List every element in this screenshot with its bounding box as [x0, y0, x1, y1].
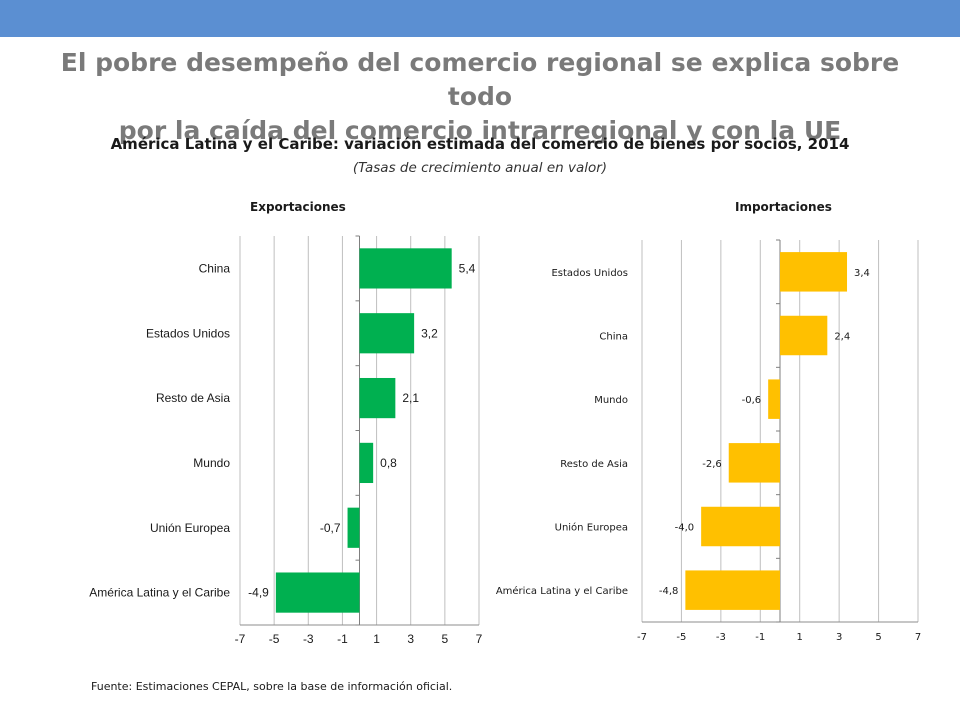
exp-tick-label: 3 — [407, 632, 414, 646]
imp-tick-label: -3 — [716, 632, 726, 643]
imp-tick-label: 1 — [797, 632, 803, 643]
exp-bar-2 — [359, 377, 396, 419]
imp-value-label: 3,4 — [854, 268, 870, 279]
exp-tick-label: -5 — [269, 632, 280, 646]
exp-bar-1 — [359, 313, 415, 354]
imp-value-label: -4,0 — [675, 523, 695, 534]
exp-tick-label: 1 — [373, 632, 380, 646]
imp-category-label: América Latina y el Caribe — [496, 585, 628, 597]
exp-tick-label: 7 — [476, 632, 483, 646]
imp-value-label: -2,6 — [702, 459, 722, 470]
exp-tick-label: -3 — [303, 632, 314, 646]
exp-value-label: 0,8 — [380, 456, 397, 470]
imp-tick-label: -1 — [755, 632, 765, 643]
source-label: Fuente: — [91, 680, 133, 693]
exp-bar-5 — [275, 572, 360, 613]
slide-title: El pobre desempeño del comercio regional… — [40, 46, 920, 148]
exp-value-label: -4,9 — [248, 586, 269, 600]
exp-category-label: Unión Europea — [150, 521, 230, 535]
exp-bar-4 — [347, 507, 360, 548]
imp-bar-3 — [728, 443, 780, 483]
imp-bar-1 — [780, 315, 828, 356]
exp-tick-label: -7 — [235, 632, 246, 646]
imp-tick-label: -7 — [637, 632, 647, 643]
imp-bar-4 — [701, 506, 780, 547]
exp-value-label: 5,4 — [459, 261, 476, 275]
imp-tick-label: 5 — [875, 632, 881, 643]
imp-bar-5 — [685, 570, 780, 610]
imp-value-label: -0,6 — [742, 395, 762, 406]
imp-tick-label: -5 — [676, 632, 686, 643]
imp-value-label: -4,8 — [659, 586, 679, 597]
slide-title-line-2: por la caída del comercio intrarregional… — [118, 116, 842, 145]
source-text: Estimaciones CEPAL, sobre la base de inf… — [135, 680, 453, 693]
exp-tick-label: 5 — [442, 632, 449, 646]
imp-category-label: Resto de Asia — [560, 459, 628, 470]
exp-bar-0 — [359, 248, 452, 289]
exp-category-label: China — [199, 261, 231, 275]
exp-bar-3 — [359, 442, 374, 484]
imports-panel-title: Importaciones — [735, 200, 832, 214]
chart-subtitle: América Latina y el Caribe: variación es… — [110, 135, 850, 153]
exp-category-label: Mundo — [193, 456, 230, 470]
exports-panel-title: Exportaciones — [250, 200, 346, 214]
imp-bar-0 — [780, 252, 848, 292]
imp-tick-label: 3 — [836, 632, 842, 643]
exp-value-label: 2,1 — [402, 391, 419, 405]
exp-value-label: 3,2 — [421, 326, 438, 340]
exp-category-label: Estados Unidos — [146, 326, 230, 340]
imp-category-label: China — [599, 332, 628, 343]
imp-category-label: Estados Unidos — [551, 268, 628, 279]
slide-title-line-1: El pobre desempeño del comercio regional… — [60, 48, 900, 111]
chart-subtitle-note: (Tasas de crecimiento anual en valor) — [352, 160, 608, 176]
imp-tick-label: 7 — [915, 632, 921, 643]
header-bar — [0, 0, 960, 37]
imp-category-label: Mundo — [594, 395, 628, 406]
exp-value-label: -0,7 — [320, 521, 341, 535]
exp-category-label: América Latina y el Caribe — [89, 586, 230, 600]
imp-bar-2 — [768, 379, 780, 419]
exp-category-label: Resto de Asia — [156, 391, 230, 405]
imp-category-label: Unión Europea — [555, 522, 628, 534]
exp-tick-label: -1 — [337, 632, 348, 646]
imp-value-label: 2,4 — [834, 332, 850, 343]
source-note: Fuente: Estimaciones CEPAL, sobre la bas… — [91, 680, 452, 693]
